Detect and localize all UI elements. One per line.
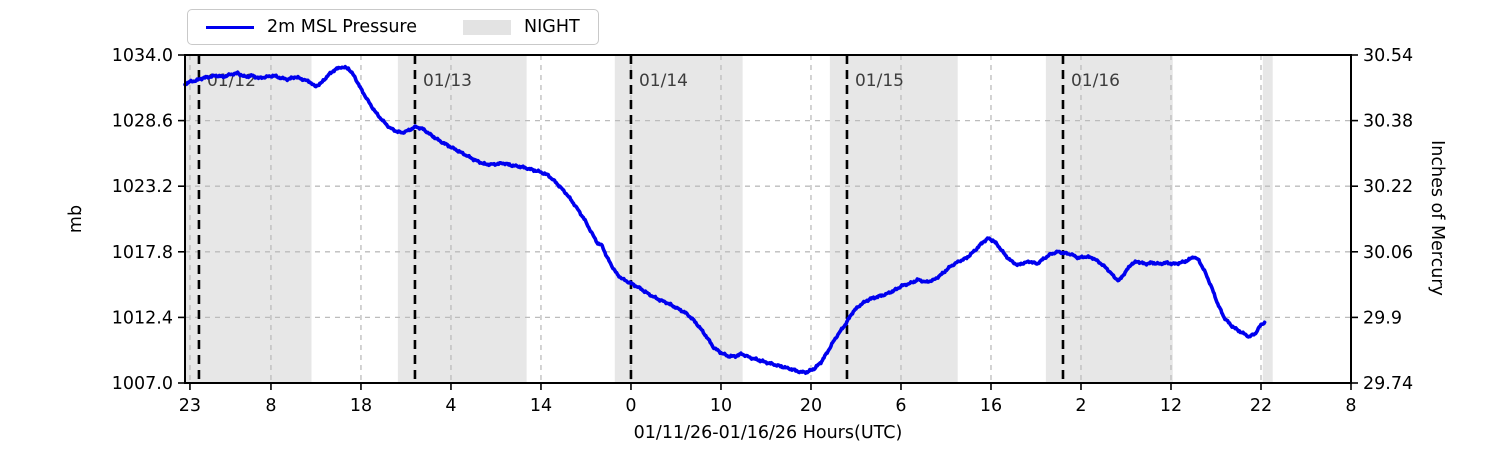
pressure-line [183,64,1267,375]
x-tick-label: 12 [1160,396,1182,416]
day-label: 01/15 [855,71,904,91]
night-band [1045,55,1173,383]
night-band [397,55,527,383]
legend-item-pressure: 2m MSL Pressure [206,17,417,37]
left-tick-label: 1028.6 [112,112,173,132]
night-band [1262,55,1273,383]
x-tick-label: 4 [445,396,456,416]
day-label: 01/14 [639,71,688,91]
legend: 2m MSL Pressure NIGHT [187,9,599,45]
x-tick-label: 10 [710,396,732,416]
right-tick-label: 29.74 [1363,374,1413,394]
night-band [829,55,958,383]
right-tick-label: 30.54 [1363,46,1413,66]
x-tick-label: 22 [1250,396,1272,416]
left-tick-label: 1023.2 [112,177,173,197]
right-tick-label: 30.22 [1363,177,1413,197]
night-band [185,55,312,383]
x-axis-title: 01/11/26-01/16/26 Hours(UTC) [633,423,903,443]
left-tick-label: 1034.0 [112,46,173,66]
axes-frame [184,54,1352,384]
x-tick-label: 23 [179,396,201,416]
day-label: 01/13 [423,71,472,91]
right-axis-title: Inches of Mercury [1427,140,1447,296]
right-tick-label: 30.38 [1363,112,1413,132]
right-tick-label: 29.9 [1363,308,1402,328]
x-tick-label: 14 [530,396,552,416]
day-label: 01/16 [1071,71,1120,91]
x-tick-label: 6 [895,396,906,416]
left-tick-label: 1007.0 [112,374,173,394]
legend-item-night: NIGHT [463,17,580,37]
legend-label-pressure: 2m MSL Pressure [267,17,417,37]
right-tick-label: 30.06 [1363,243,1413,263]
left-axis-title: mb [66,204,86,234]
x-tick-label: 0 [625,396,636,416]
x-tick-label: 8 [1345,396,1356,416]
x-tick-label: 2 [1075,396,1086,416]
x-tick-label: 20 [800,396,822,416]
legend-line-swatch [206,25,254,29]
left-tick-label: 1017.8 [112,243,173,263]
legend-label-night: NIGHT [524,17,580,37]
x-tick-label: 8 [265,396,276,416]
x-tick-label: 16 [980,396,1002,416]
legend-night-swatch [463,19,511,35]
x-tick-label: 18 [350,396,372,416]
night-band [614,55,743,383]
left-tick-label: 1012.4 [112,308,173,328]
